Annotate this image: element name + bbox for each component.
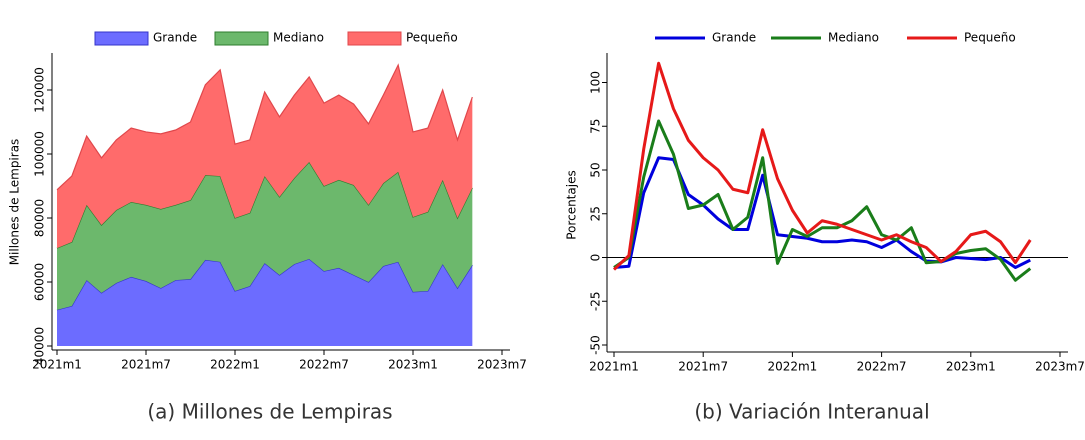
area-edge bbox=[56, 63, 473, 191]
x-tick-label: 2022m7 bbox=[857, 360, 907, 374]
area bbox=[57, 65, 473, 249]
y-tick-label: 50 bbox=[589, 162, 603, 177]
y-tick-label: 25 bbox=[589, 206, 603, 221]
line bbox=[613, 119, 1032, 282]
y-axis-title: Porcentajes bbox=[565, 170, 579, 239]
legend-label: Grande bbox=[712, 31, 756, 45]
x-tick-label: 2023m7 bbox=[477, 358, 527, 372]
y-tick-label: 75 bbox=[589, 119, 603, 134]
y-tick-label: 40000 bbox=[33, 327, 47, 365]
legend-label: Pequeño bbox=[964, 31, 1016, 45]
y-axis-title: Millones de Lempiras bbox=[8, 139, 22, 266]
y-tick-label: 120000 bbox=[33, 67, 47, 113]
legend-swatch bbox=[347, 31, 402, 46]
line bbox=[613, 156, 1031, 269]
caption: (a) Millones de Lempiras bbox=[147, 400, 392, 424]
legend-swatch bbox=[94, 31, 149, 46]
line bbox=[612, 61, 1032, 271]
x-tick-label: 2022m1 bbox=[210, 358, 260, 372]
area bbox=[57, 258, 473, 346]
legend-swatch bbox=[214, 31, 269, 46]
y-tick-label: 100 bbox=[589, 71, 603, 94]
legend-label: Mediano bbox=[273, 31, 324, 45]
x-tick-label: 2023m1 bbox=[388, 358, 438, 372]
legend-label: Pequeño bbox=[406, 31, 458, 45]
x-tick-label: 2021m7 bbox=[678, 360, 728, 374]
y-tick-label: -25 bbox=[589, 291, 603, 311]
x-tick-label: 2022m1 bbox=[767, 360, 817, 374]
x-tick-label: 2021m1 bbox=[32, 358, 82, 372]
x-tick-label: 2022m7 bbox=[299, 358, 349, 372]
x-tick-label: 2021m1 bbox=[589, 360, 639, 374]
caption: (b) Variación Interanual bbox=[694, 400, 929, 424]
legend-label: Grande bbox=[153, 31, 197, 45]
x-tick-label: 2021m7 bbox=[121, 358, 171, 372]
legend-label: Mediano bbox=[828, 31, 879, 45]
y-tick-label: -50 bbox=[589, 335, 603, 355]
x-tick-label: 2023m1 bbox=[946, 360, 996, 374]
y-tick-label: 100000 bbox=[33, 131, 47, 177]
y-tick-label: 60000 bbox=[33, 263, 47, 301]
x-tick-label: 2023m7 bbox=[1035, 360, 1085, 374]
y-tick-label: 80000 bbox=[33, 199, 47, 237]
area bbox=[57, 162, 473, 310]
y-tick-label: 0 bbox=[589, 254, 603, 262]
